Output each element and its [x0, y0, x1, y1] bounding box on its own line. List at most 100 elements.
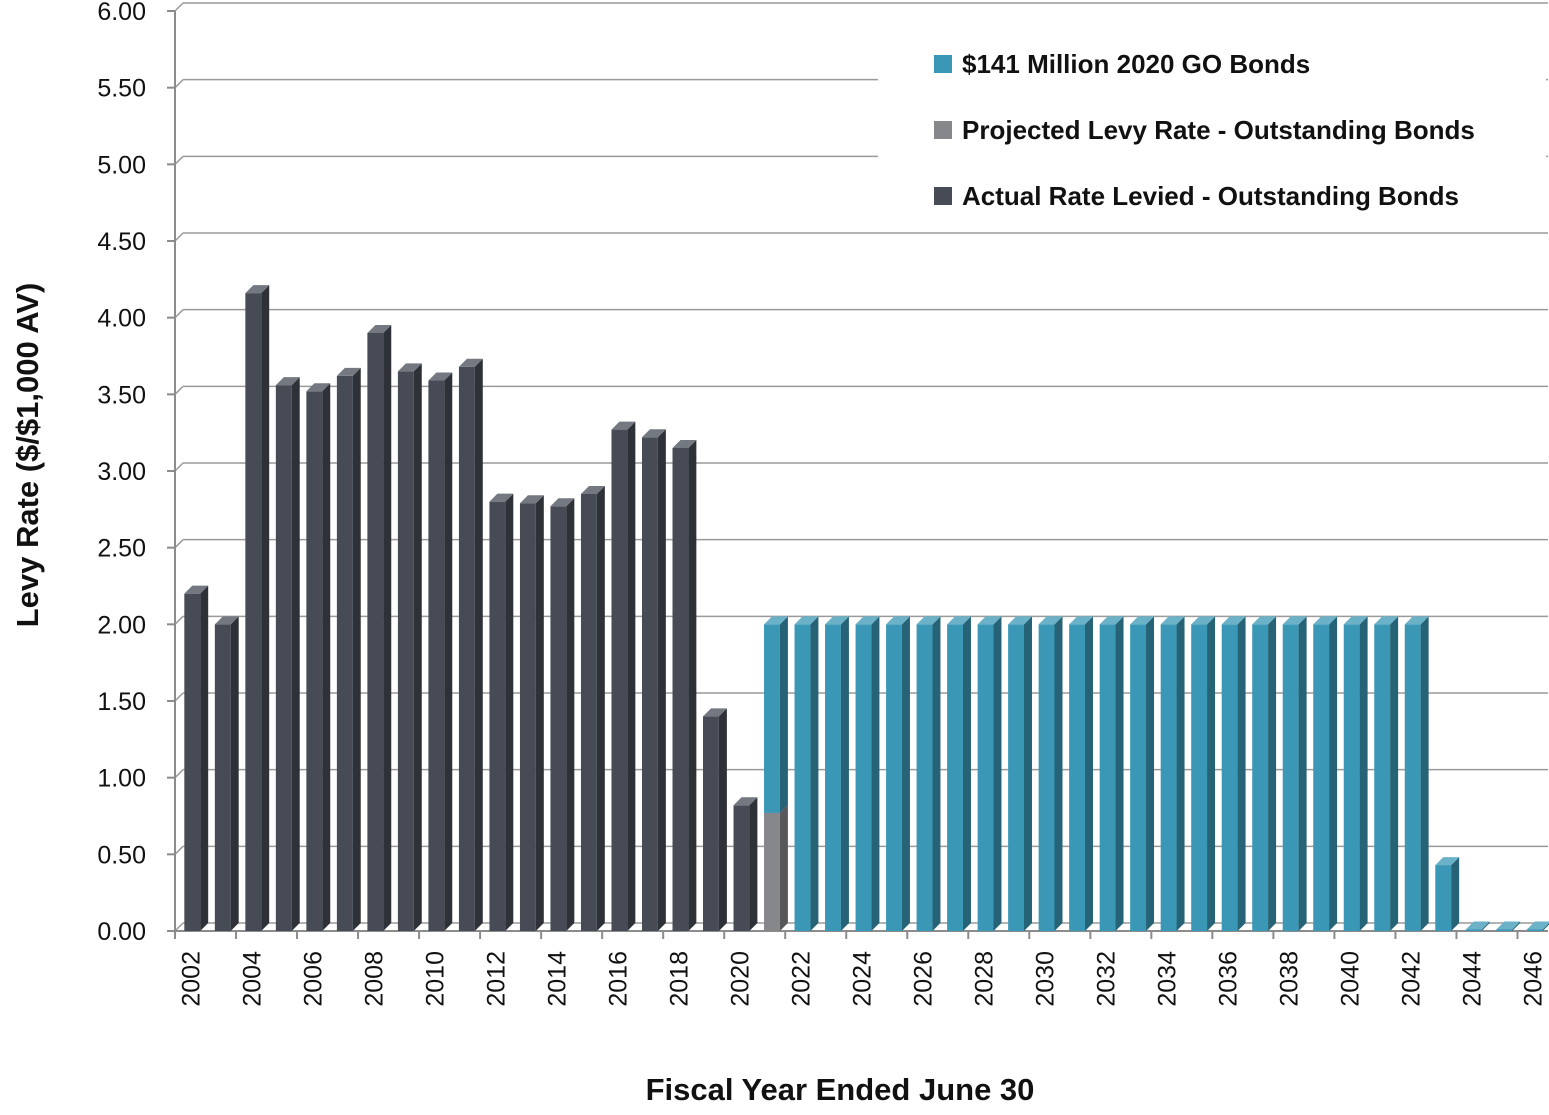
- legend-label: Projected Levy Rate - Outstanding Bonds: [962, 115, 1475, 145]
- bar-segment: [275, 377, 300, 932]
- bar-front: [1374, 624, 1391, 931]
- y-tick-label: 1.50: [97, 688, 146, 716]
- bar-front: [1191, 624, 1208, 931]
- bar-segment: [1465, 921, 1490, 931]
- bar-top: [947, 616, 971, 625]
- bar-front: [1221, 624, 1238, 931]
- bar-front: [336, 375, 353, 931]
- bar-top: [1130, 616, 1155, 625]
- bar-side: [352, 367, 361, 931]
- bar-top: [1221, 616, 1246, 625]
- x-tick-label: 2022: [787, 951, 815, 1007]
- bar-segment: [1526, 921, 1549, 931]
- y-tick-label: 2.50: [97, 535, 146, 563]
- bar-front: [1465, 929, 1482, 931]
- bar-segment: [794, 616, 819, 931]
- x-tick-label: 2032: [1093, 951, 1121, 1007]
- gridline-slant: [174, 615, 184, 625]
- bar-segment: [1038, 616, 1063, 931]
- x-axis-title: Fiscal Year Ended June 30: [646, 1072, 1035, 1107]
- bar-segment: [1221, 616, 1246, 931]
- bar-side: [1054, 616, 1063, 931]
- x-tick-label: 2008: [360, 951, 388, 1007]
- bar-top: [245, 285, 270, 294]
- legend: $141 Million 2020 GO Bonds Projected Levy…: [878, 30, 1546, 230]
- bar-side: [1268, 616, 1277, 931]
- bar-top: [336, 367, 361, 376]
- bar-front: [855, 624, 872, 931]
- bar-segment: [703, 708, 727, 931]
- bar-top: [1191, 616, 1216, 625]
- bar-segment: [1069, 616, 1094, 931]
- bar-top: [1282, 616, 1307, 625]
- bar-segment: [1252, 616, 1277, 931]
- bar-front: [641, 437, 658, 931]
- bar-top: [703, 708, 727, 717]
- bar-side: [261, 285, 270, 932]
- bar-top: [1496, 921, 1521, 930]
- bar-side: [810, 616, 819, 931]
- bar-top: [1099, 616, 1124, 625]
- legend-label: $141 Million 2020 GO Bonds: [962, 49, 1310, 79]
- bar-front: [1435, 865, 1452, 931]
- bar-segment: [611, 421, 636, 931]
- bar-top: [550, 498, 575, 507]
- bar-segment: [1282, 616, 1307, 931]
- bar-side: [1298, 616, 1307, 931]
- gridline-slant: [174, 79, 184, 89]
- bar-front: [580, 494, 597, 931]
- bar-front: [397, 371, 414, 931]
- bar-top: [825, 616, 849, 625]
- bar-side: [444, 372, 453, 931]
- bar-top: [1008, 616, 1032, 625]
- bar-top: [489, 493, 514, 502]
- bar-segment: [764, 804, 788, 931]
- gridline-slant: [174, 309, 184, 319]
- y-tick-label: 5.00: [97, 151, 146, 179]
- bar-top: [214, 616, 239, 625]
- bar-side: [627, 421, 636, 931]
- bar-side: [749, 797, 758, 931]
- x-tick-label: 2044: [1459, 951, 1487, 1007]
- bar-front: [703, 716, 719, 931]
- bar-top: [1313, 616, 1338, 625]
- bar-side: [1542, 923, 1549, 931]
- bar-front: [764, 624, 780, 813]
- x-tick-label: 2028: [971, 951, 999, 1007]
- bar-side: [413, 363, 422, 931]
- bar-front: [1069, 624, 1086, 931]
- y-axis-title: Levy Rate ($/$1,000 AV): [10, 283, 45, 628]
- y-tick-label: 0.00: [97, 918, 146, 946]
- bar-top: [855, 616, 880, 625]
- gridline-slant: [174, 922, 184, 932]
- bar-front: [489, 501, 506, 931]
- bar-front: [733, 805, 750, 931]
- gridline-slant: [174, 769, 184, 779]
- y-tick-label: 3.50: [97, 381, 146, 409]
- y-tick-label: 6.00: [97, 0, 146, 26]
- bar-top: [1069, 616, 1094, 625]
- bar-top: [764, 616, 788, 625]
- bar-segment: [764, 616, 788, 813]
- bar-top: [1374, 616, 1399, 625]
- bar-front: [764, 812, 780, 931]
- gridline-slant: [174, 539, 184, 549]
- gridline-slant: [174, 232, 184, 242]
- bar-side: [688, 440, 697, 931]
- bar-side: [1146, 616, 1155, 931]
- bar-top: [733, 797, 758, 806]
- x-tick-label: 2024: [849, 951, 877, 1007]
- bar-side: [718, 708, 727, 931]
- legend-swatch: [934, 121, 952, 139]
- bar-side: [383, 325, 392, 931]
- bar-segment: [367, 325, 392, 931]
- bar-side: [1023, 616, 1032, 931]
- bar-front: [886, 624, 902, 931]
- bar-front: [275, 385, 292, 932]
- bar-segment: [886, 616, 910, 931]
- bar-top: [1038, 616, 1063, 625]
- bar-top: [1435, 857, 1460, 866]
- bar-segment: [580, 486, 605, 931]
- bar-top: [886, 616, 910, 625]
